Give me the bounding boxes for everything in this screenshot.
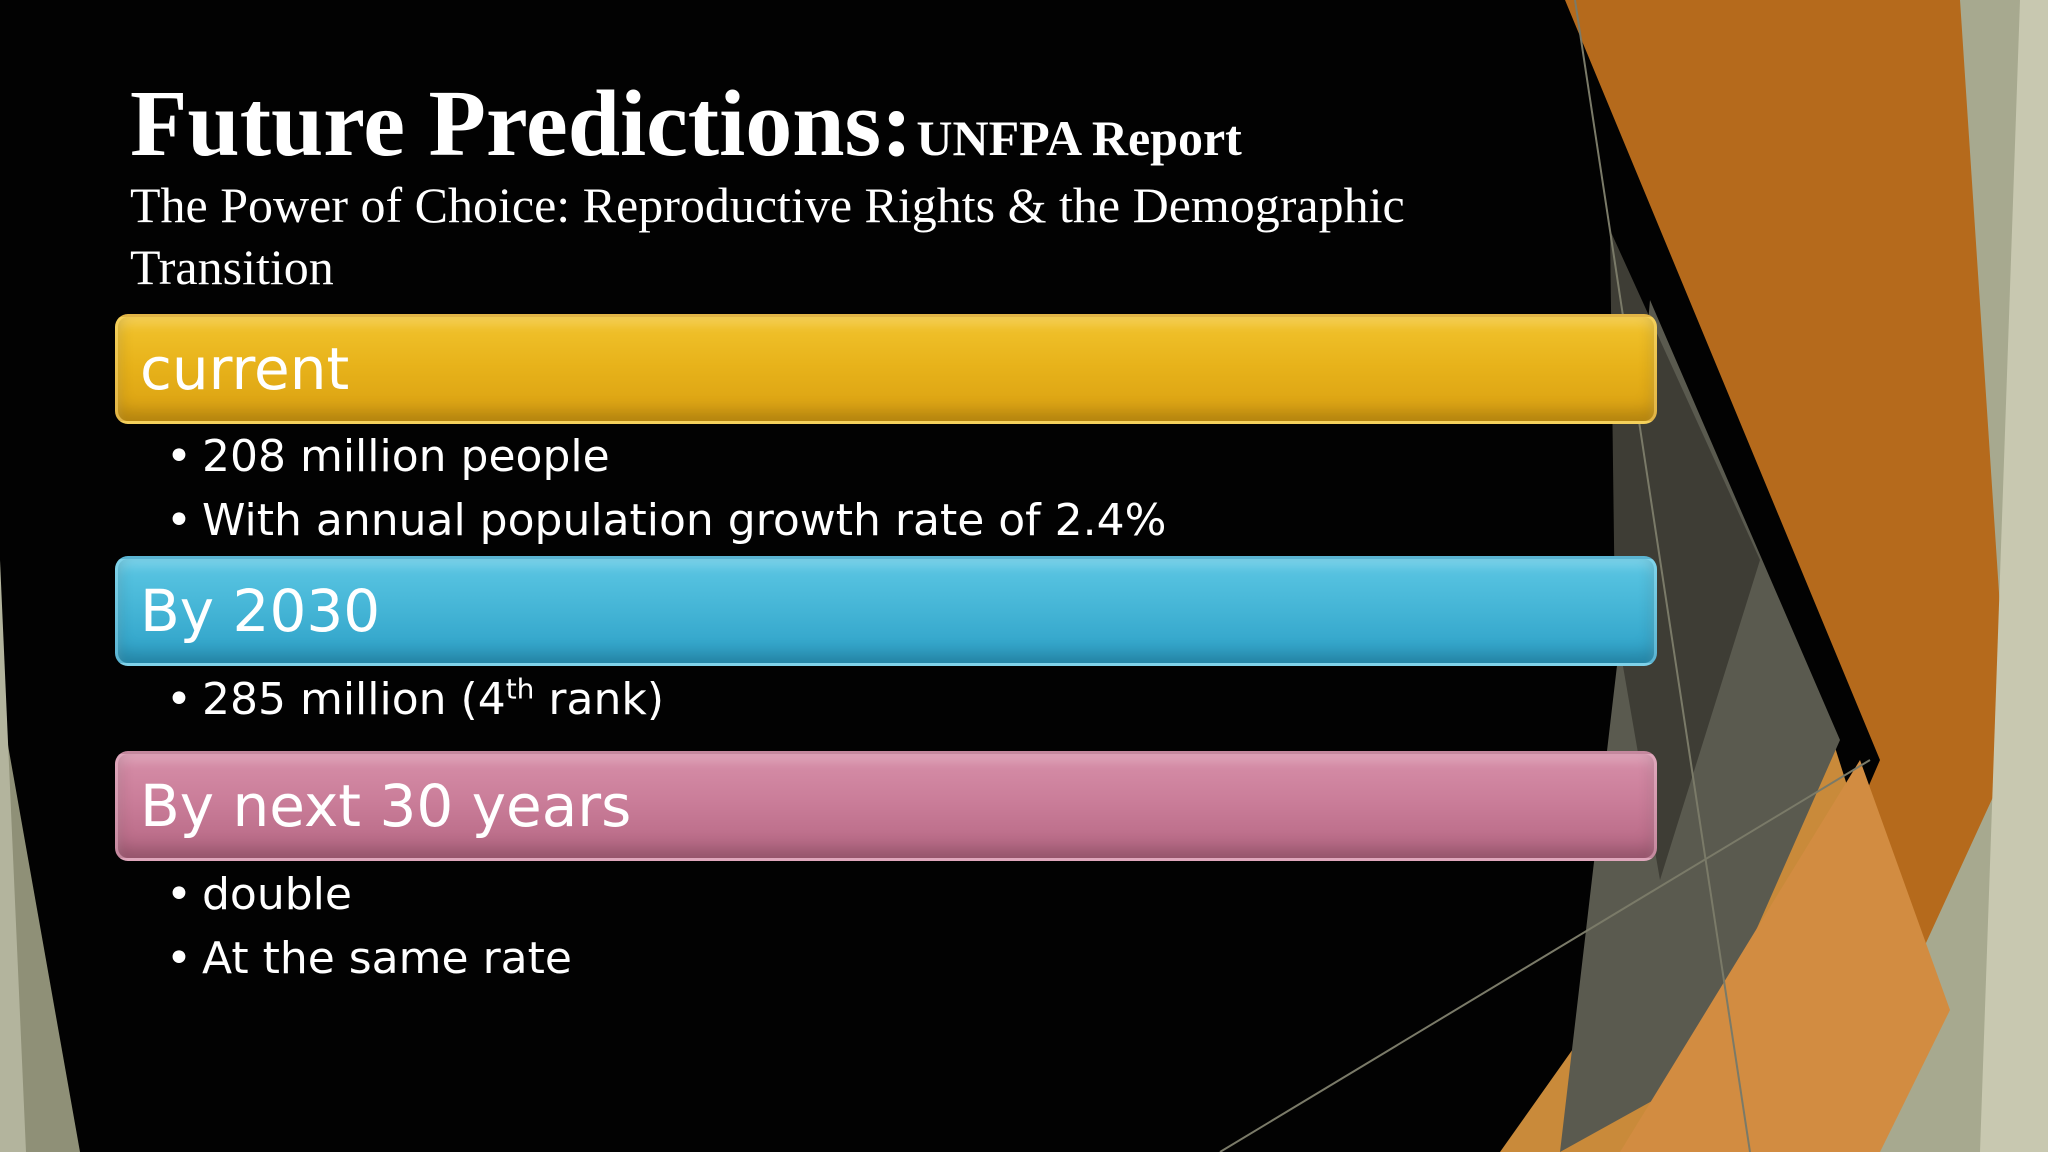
bullet-item: With annual population growth rate of 2.… [166, 489, 1166, 553]
slide-title: Future Predictions: UNFPA Report [130, 70, 1242, 178]
thin-line-1 [1574, 0, 1751, 1152]
thin-line-2 [1219, 759, 1871, 1152]
bullet-item: 285 million (4th rank) [166, 668, 664, 732]
bullet-item: double [166, 863, 572, 927]
light-shard-right [1980, 0, 2048, 1152]
orange-shard-bottom [1620, 760, 1950, 1152]
bullet-text-after: rank) [534, 674, 664, 725]
bullet-item: 208 million people [166, 425, 1166, 489]
section-current-heading: current [140, 335, 350, 403]
section-2030-band: By 2030 [115, 556, 1657, 666]
ordinal-suffix: th [505, 672, 535, 706]
section-current-band: current [115, 314, 1657, 424]
orange-shard-top [1565, 0, 2048, 1152]
section-next-30-years-band: By next 30 years [115, 751, 1657, 861]
section-2030-heading: By 2030 [140, 577, 381, 645]
title-suffix: UNFPA Report [916, 110, 1242, 166]
title-main: Future Predictions: [130, 72, 913, 176]
section-next-30-years-heading: By next 30 years [140, 772, 632, 840]
slide-subtitle: The Power of Choice: Reproductive Rights… [130, 177, 1405, 295]
bullet-item: At the same rate [166, 927, 572, 991]
section-next-30-years-bullets: double At the same rate [166, 863, 572, 991]
bullet-text-before: 285 million (4 [202, 674, 506, 725]
section-current-bullets: 208 million people With annual populatio… [166, 425, 1166, 553]
olive-shard-left-light [0, 560, 26, 1152]
section-2030-bullets: 285 million (4th rank) [166, 668, 664, 732]
